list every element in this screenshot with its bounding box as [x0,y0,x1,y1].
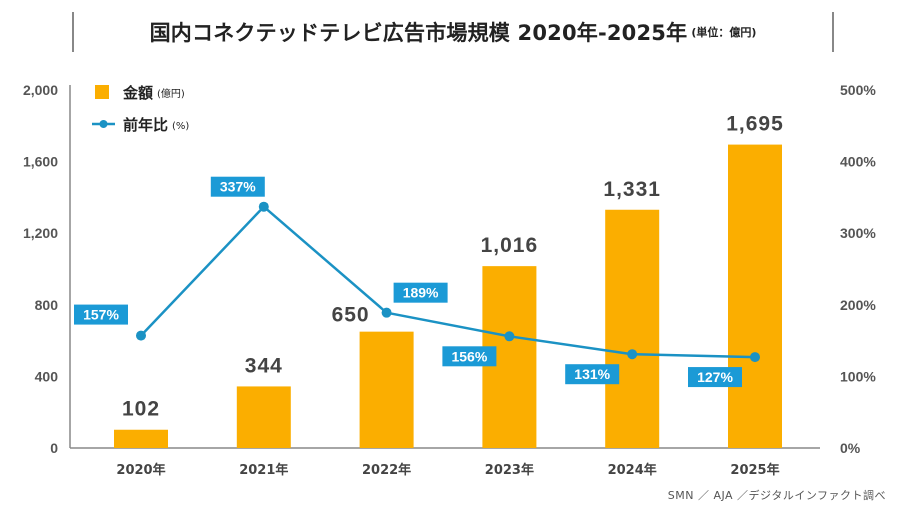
bar [728,144,782,448]
chart-unit: (単位：億円) [691,26,757,39]
x-tick-label: 2020年 [116,462,165,478]
right-tick-label: 400% [840,154,876,170]
growth-label-box [210,176,265,197]
right-tick-label: 200% [840,297,876,313]
growth-label: 337% [220,179,256,195]
legend-bar-swatch [95,85,109,99]
legend-line-suffix: (%) [172,121,189,132]
legend-bar-label: 金額 [122,84,153,102]
bars [114,144,782,448]
right-tick-label: 500% [840,82,876,98]
growth-point [136,330,146,341]
right-tick-label: 100% [840,368,876,384]
x-tick-label: 2021年 [239,462,288,478]
source-note: SMN ／ AJA ／デジタルインファクト調べ [667,489,886,502]
bar-value-label: 102 [122,398,160,421]
right-tick-label: 300% [840,225,876,241]
left-tick-label: 2,000 [23,82,58,98]
legend-bar-suffix: (億円) [157,87,185,100]
growth-point [627,349,638,360]
bar-value-label: 1,695 [726,113,784,136]
bar [359,331,414,448]
axes: 0 400 800 1,200 1,600 2,000 0% 100% 200% 300% 400%… [23,82,876,478]
left-tick-label: 400 [35,368,59,384]
growth-label: 156% [451,348,487,364]
bar [605,209,660,448]
bar-value-label: 1,016 [481,234,539,257]
x-tick-label: 2023年 [485,462,534,478]
x-tick-label: 2024年 [608,462,657,478]
growth-point [381,307,392,318]
growth-label-box [442,346,497,367]
growth-label: 157% [83,307,119,323]
growth-label-box [565,364,620,385]
growth-point [504,331,515,342]
growth-label: 131% [574,366,610,382]
growth-point [258,201,269,212]
legend-line-label: 前年比 [123,116,168,134]
bar-value-label: 1,331 [603,178,661,201]
left-tick-label: 1,200 [23,225,58,241]
growth-label-box [393,282,448,303]
x-tick-label: 2022年 [362,462,411,478]
bar [236,386,291,448]
growth-point [750,352,760,363]
growth-label: 189% [403,285,439,301]
growth-line-path [140,205,756,359]
legend: 金額 (億円) 前年比 (%) [92,84,189,134]
growth-label-box [688,367,742,388]
right-tick-label: 0% [840,440,861,456]
left-tick-label: 0 [50,440,58,456]
chart-title: 国内コネクテッドテレビ広告市場規模 2020年-2025年 [149,21,688,45]
growth-label: 127% [697,369,733,385]
legend-line-marker [99,120,108,128]
bar-value-label: 344 [245,354,283,377]
bar-value-label: 650 [332,304,370,327]
data-labels: 102 344 650 1,016 1,331 1,695 157% 337% 189% 156%… [74,113,784,421]
bar [114,429,168,448]
x-tick-label: 2025年 [730,462,779,478]
growth-line [136,201,760,363]
chart-title-frame: 国内コネクテッドテレビ広告市場規模 2020年-2025年 (単位：億円) [72,12,834,52]
left-tick-label: 800 [35,297,59,313]
left-tick-label: 1,600 [23,154,58,170]
growth-label-box [74,304,128,325]
